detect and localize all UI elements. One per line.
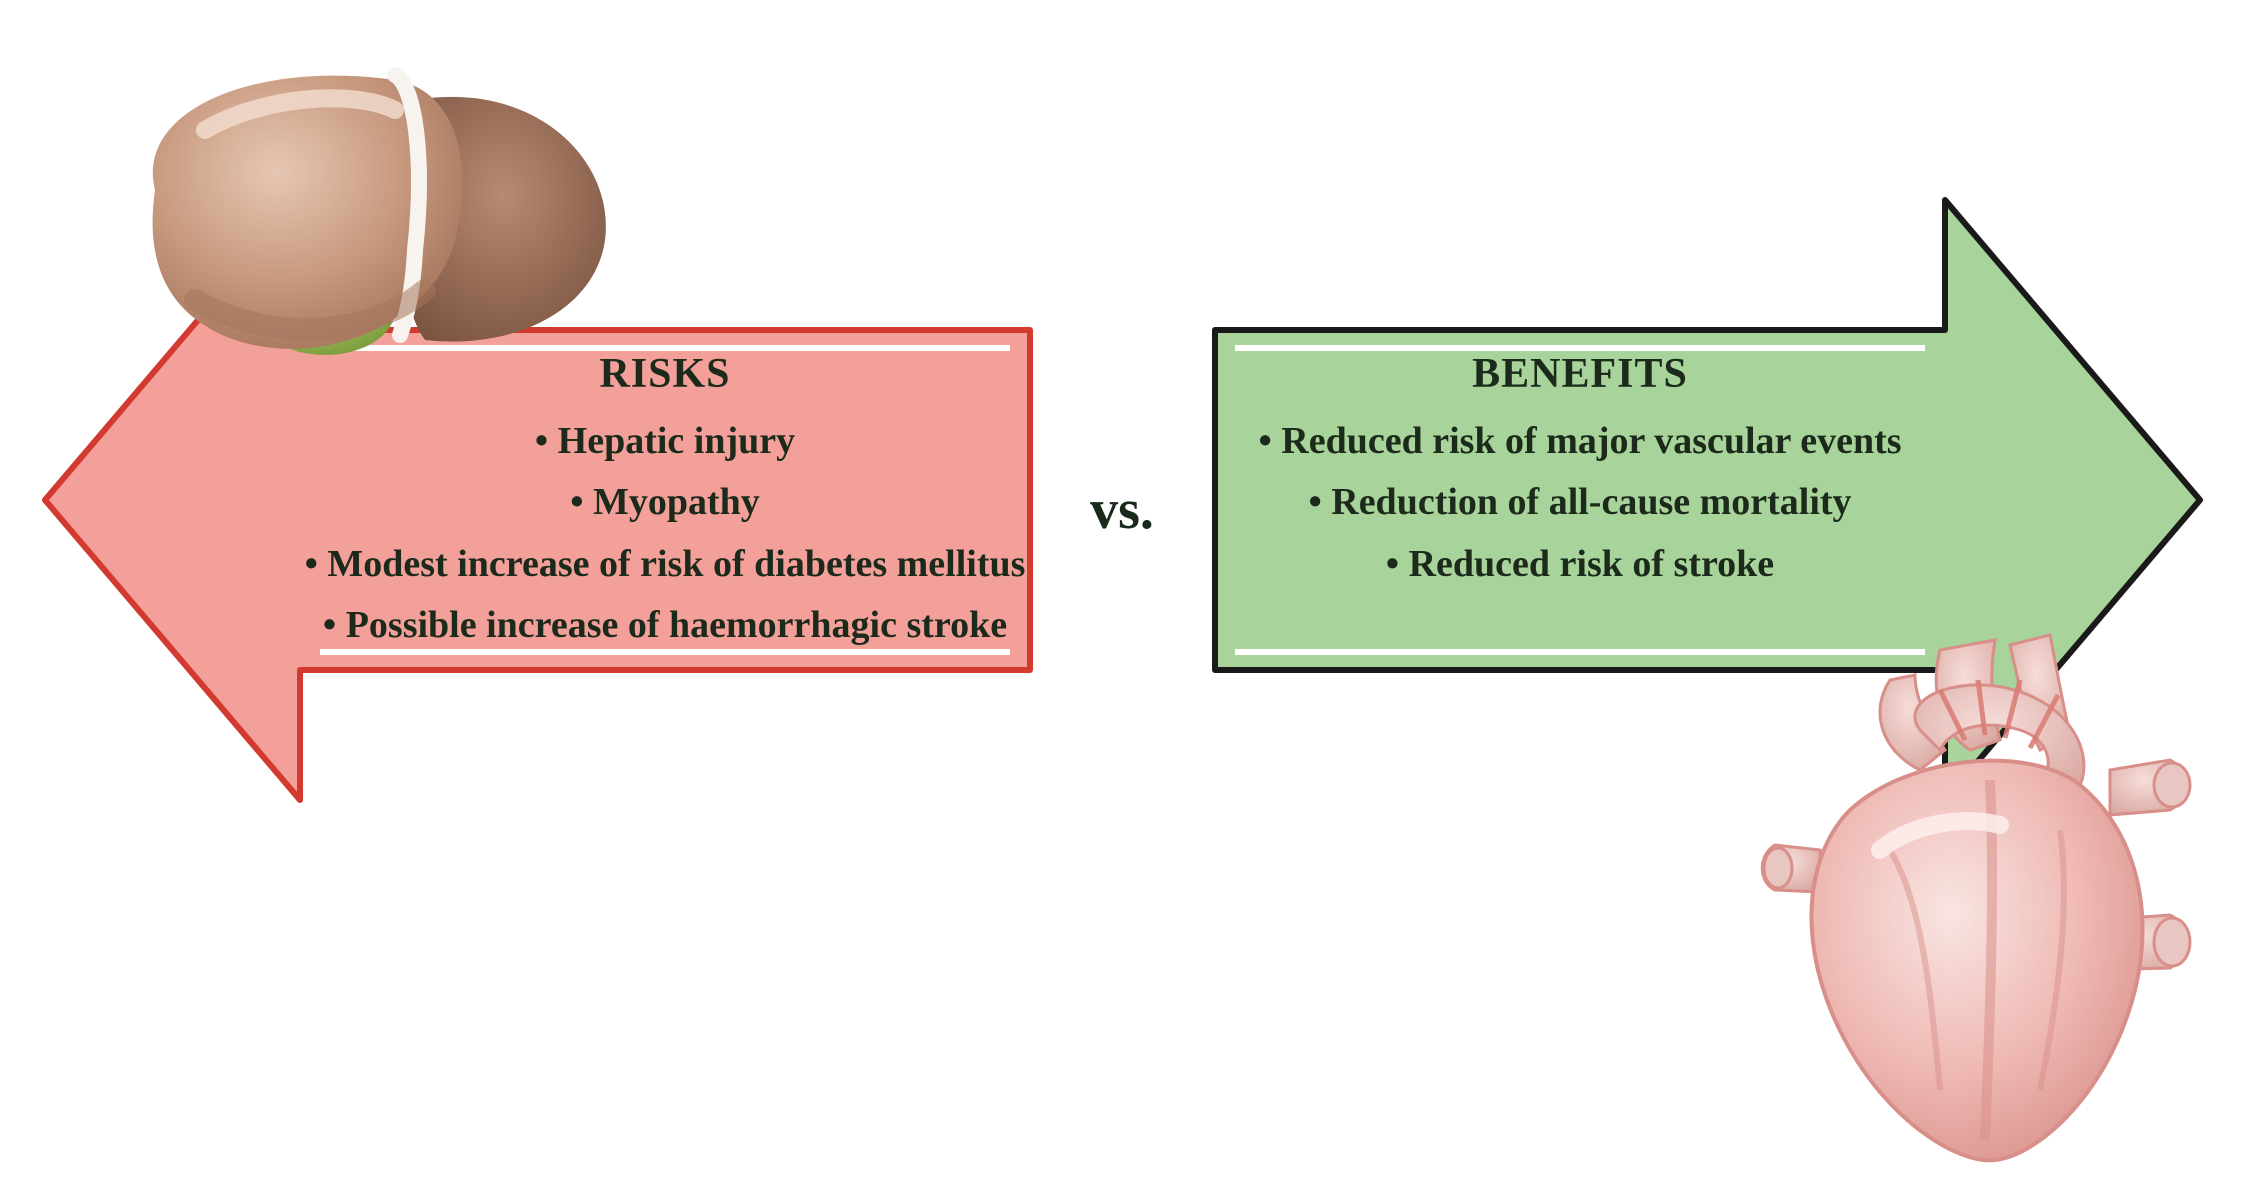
risks-panel: RISKS Hepatic injury Myopathy Modest inc… <box>300 350 1030 661</box>
liver-icon <box>95 40 635 390</box>
risks-item: Hepatic injury <box>300 416 1030 467</box>
benefits-item: Reduction of all-cause mortality <box>1215 477 1945 528</box>
benefits-item: Reduced risk of major vascular events <box>1215 416 1945 467</box>
risks-item: Possible increase of haemorrhagic stroke <box>300 600 1030 651</box>
risks-list: Hepatic injury Myopathy Modest increase … <box>300 416 1030 651</box>
vs-label: vs. <box>1090 478 1154 542</box>
risks-title: RISKS <box>300 350 1030 398</box>
risks-item: Modest increase of risk of diabetes mell… <box>300 539 1030 590</box>
benefits-item: Reduced risk of stroke <box>1215 539 1945 590</box>
heart-icon <box>1740 620 2220 1180</box>
risks-item: Myopathy <box>300 477 1030 528</box>
diagram-stage: vs. RISKS Hepatic injury Myopathy Modest… <box>0 0 2247 1199</box>
benefits-list: Reduced risk of major vascular events Re… <box>1215 416 1945 590</box>
benefits-panel: BENEFITS Reduced risk of major vascular … <box>1215 350 1945 600</box>
benefits-title: BENEFITS <box>1215 350 1945 398</box>
